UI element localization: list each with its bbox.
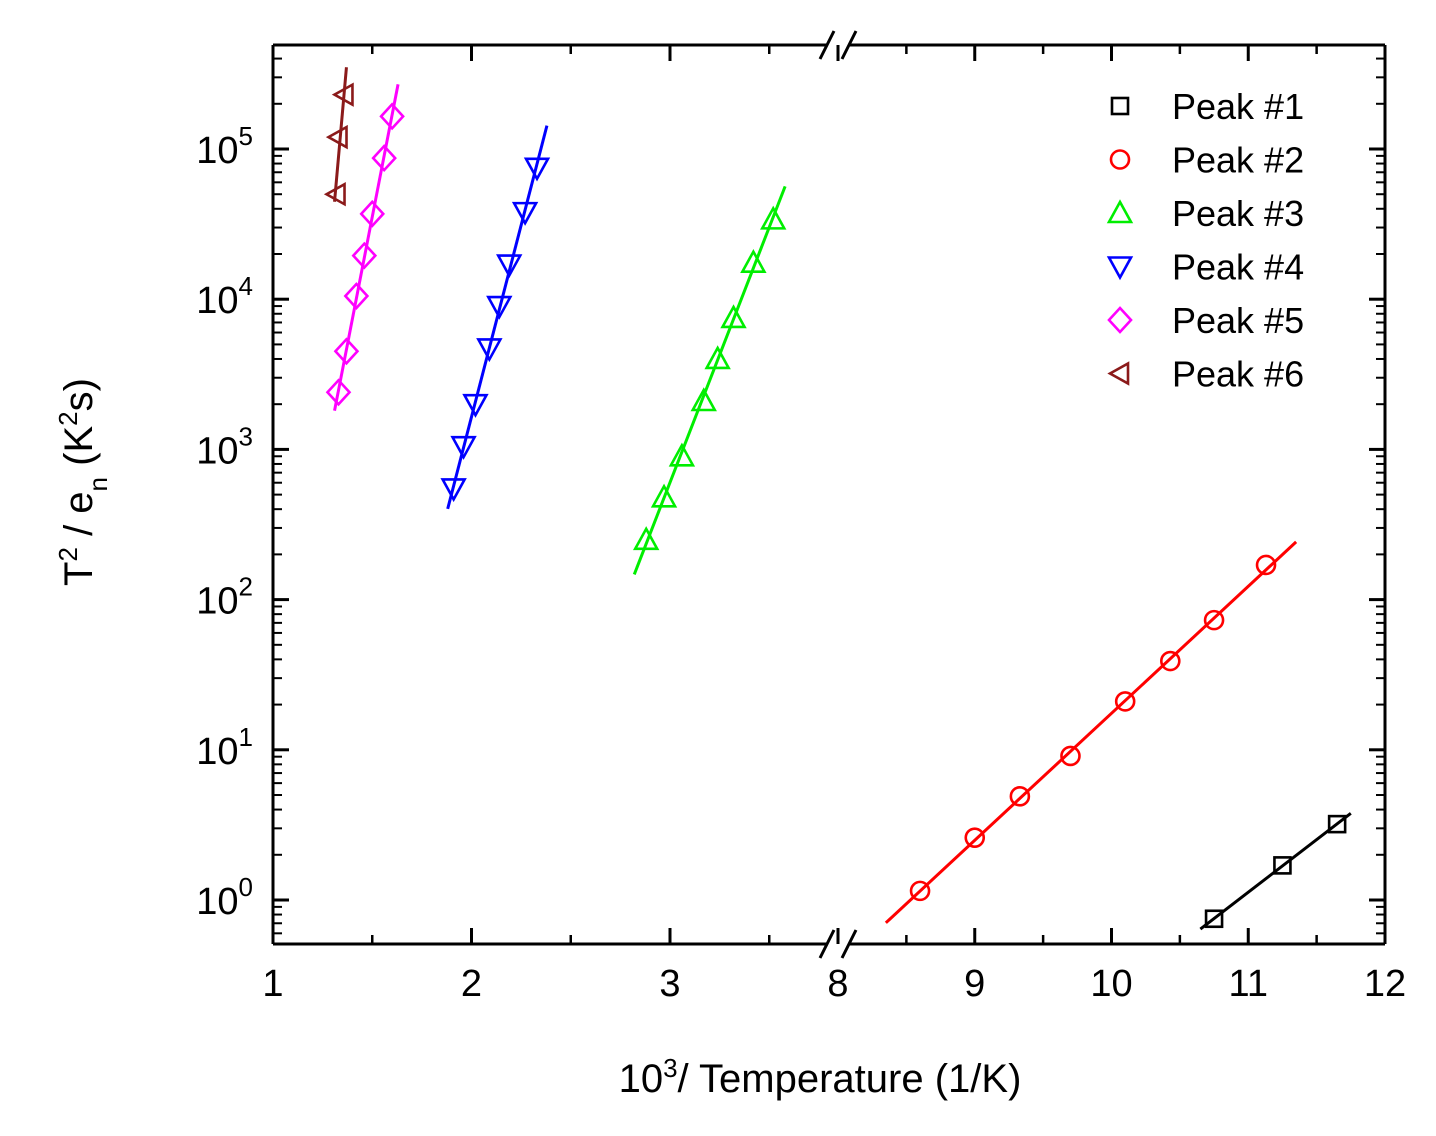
legend-item: Peak #5 [1107,300,1304,341]
data-point [496,254,523,279]
data-point [325,378,352,407]
data-point [690,387,717,412]
legend-marker [1107,361,1130,386]
data-point [511,201,539,226]
x-tick-label: 10 [1090,963,1132,1005]
legend: Peak #1 Peak #2 Peak #3 Peak #4 Peak #5 Peak … [1106,86,1304,395]
data-point [720,304,747,329]
break-slash [818,30,836,60]
data-point [1160,650,1181,672]
y-tick-label: 104 [196,271,253,322]
legend-marker [1106,199,1134,224]
x-tick-label: 9 [964,963,985,1005]
y-tick-label: 102 [196,572,253,623]
data-point [704,345,731,370]
legend-label: Peak #6 [1172,354,1304,395]
series-6 [323,67,354,207]
data-point [1273,856,1292,875]
data-point [476,338,503,363]
legend-marker [1109,149,1131,170]
legend-marker [1107,306,1133,334]
data-point [343,282,370,310]
data-point [323,182,346,207]
legend-item: Peak #4 [1106,247,1304,288]
data-point [333,337,360,366]
fit-line [333,67,348,202]
data-point [1114,691,1136,712]
legend-item: Peak #3 [1106,193,1304,234]
data-point [1009,786,1031,807]
axis-break-top [818,30,858,60]
x-tick-label: 3 [659,963,680,1005]
x-axis-title: 103/ Temperature (1/K) [619,1053,1022,1101]
data-point [1327,814,1347,834]
legend-label: Peak #3 [1172,193,1304,234]
data-point [331,82,354,107]
data-point [964,827,986,848]
series-layer [323,67,1352,931]
legend-label: Peak #5 [1172,300,1304,341]
legend-label: Peak #2 [1172,140,1304,181]
fit-line [884,540,1298,924]
y-tick-label: 103 [196,421,253,472]
y-axis-title: T2 / en (K2s) [53,378,113,586]
data-point [668,442,696,467]
series-3 [632,185,787,575]
legend-item: Peak #2 [1109,140,1304,181]
y-tick-label: 105 [196,121,253,172]
axis-titles: 103/ Temperature (1/K) T2 / en (K2s) [53,378,1021,1101]
axis-break-bottom [818,929,858,959]
series-2 [884,540,1298,924]
data-point [351,241,378,270]
break-slash [818,929,836,959]
data-point [632,526,660,551]
series-4 [440,125,551,510]
y-tick-label: 101 [196,722,253,773]
fit-line [446,125,549,510]
data-point [486,295,513,320]
legend-label: Peak #4 [1172,247,1304,288]
break-slash [840,929,858,959]
data-point [325,124,348,150]
legend-item: Peak #6 [1107,354,1304,395]
y-tick-label: 100 [196,872,253,923]
legend-marker [1110,96,1130,116]
x-tick-label: 11 [1229,963,1268,1005]
data-point [1255,554,1277,576]
data-point [1203,609,1225,631]
data-point [440,478,467,503]
data-point [760,205,787,230]
data-point [740,248,767,273]
data-point [371,144,397,173]
data-point [462,393,489,418]
x-tick-label: 12 [1364,963,1406,1005]
data-point [450,435,477,460]
legend-label: Peak #1 [1172,86,1304,127]
data-point [359,199,386,228]
data-point [1060,745,1081,767]
legend-item: Peak #1 [1110,86,1304,127]
data-point [523,157,551,182]
series-1 [1199,812,1352,931]
legend-marker [1106,256,1134,281]
data-point [379,102,405,131]
x-tick-label: 8 [827,963,848,1005]
fit-line [632,185,787,575]
x-tick-label: 2 [461,963,482,1005]
series-5 [325,84,405,411]
break-slash [840,30,858,60]
data-point [909,880,931,902]
data-point [650,483,678,508]
x-tick-label: 1 [262,963,283,1005]
data-point [1204,909,1224,929]
